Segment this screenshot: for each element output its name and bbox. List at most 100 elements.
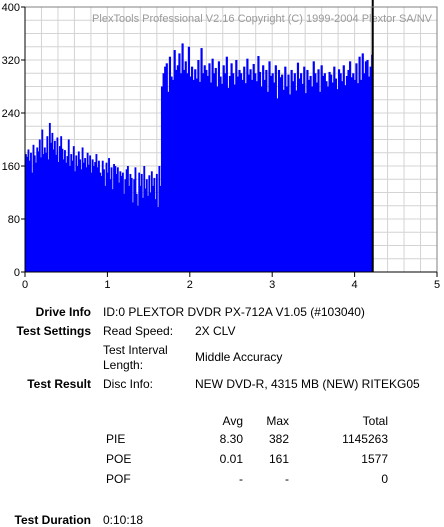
bar (326, 86, 330, 272)
bar (37, 151, 40, 272)
bar (45, 152, 47, 272)
bar (119, 171, 122, 272)
bar (339, 73, 342, 272)
bar (165, 63, 168, 273)
bar (71, 160, 74, 272)
bar (266, 91, 270, 272)
bar (46, 136, 49, 272)
bar (363, 73, 366, 272)
bar (312, 61, 315, 272)
bar (81, 147, 84, 272)
disc-info-label: Disc Info: (103, 377, 154, 391)
bar (176, 65, 179, 272)
bar (341, 81, 344, 272)
bar (300, 73, 303, 272)
test-interval-label-line2: Length: (103, 358, 144, 372)
poe-max: 161 (268, 452, 289, 466)
bar (79, 159, 81, 273)
test-duration-label: Test Duration (14, 513, 91, 527)
bar (306, 69, 309, 272)
bar (25, 154, 27, 272)
bar (130, 177, 133, 272)
bar (42, 154, 45, 272)
bar (98, 160, 100, 272)
bar (187, 46, 191, 272)
bar (273, 82, 276, 272)
test-settings-label: Test Settings (16, 324, 91, 338)
bar (134, 167, 137, 272)
bar (162, 73, 165, 272)
bar (356, 83, 360, 272)
bar (36, 147, 39, 272)
bar (154, 199, 157, 273)
bar (157, 207, 160, 272)
bar (106, 172, 109, 273)
bar (206, 75, 209, 273)
test-interval-value: Middle Accuracy (195, 350, 283, 364)
bar (258, 71, 262, 273)
bar (254, 73, 257, 272)
bar (304, 93, 307, 273)
test-duration-value: 0:10:18 (103, 513, 144, 527)
bar (315, 82, 319, 272)
bar (75, 155, 78, 272)
bar (38, 139, 41, 272)
bar (252, 63, 255, 272)
bar (342, 65, 345, 272)
y-axis-ticks: 0 80 160 240 320 400 (2, 2, 25, 279)
pie-total: 1145263 (342, 432, 388, 446)
bar (263, 79, 266, 273)
bar (57, 162, 60, 272)
bar (74, 171, 76, 272)
bar (60, 136, 63, 272)
bar (175, 69, 178, 272)
x-tick-label: 1 (104, 279, 110, 291)
bar (216, 86, 219, 272)
bar (232, 73, 235, 272)
bar (330, 74, 333, 272)
bar (355, 63, 358, 273)
bar (292, 81, 295, 272)
bar (281, 74, 284, 272)
bar (224, 73, 227, 272)
pie-max: 382 (268, 432, 289, 446)
bar (190, 66, 194, 273)
bar (260, 86, 263, 272)
pof-total: 0 (381, 472, 388, 486)
bar (69, 166, 71, 272)
y-tick-label: 400 (2, 2, 20, 14)
bar (271, 73, 274, 272)
bar (235, 60, 238, 272)
bar (43, 147, 46, 272)
bar (114, 166, 117, 272)
bar (179, 73, 183, 272)
bar (360, 79, 363, 273)
bar (90, 172, 93, 273)
bar (170, 76, 173, 272)
bar (155, 173, 158, 272)
bar (33, 155, 36, 272)
bar (369, 66, 372, 273)
bar (183, 69, 186, 272)
bar (314, 73, 317, 272)
bar (94, 162, 97, 272)
bar (61, 148, 64, 272)
test-result-label: Test Result (27, 377, 91, 391)
bar (158, 166, 161, 272)
bar (101, 160, 104, 272)
bar (186, 73, 189, 272)
bar (135, 193, 138, 272)
bar (208, 63, 211, 273)
bar (95, 154, 98, 272)
read-speed-label: Read Speed: (103, 324, 174, 338)
y-tick-label: 160 (2, 161, 20, 173)
bar (76, 166, 79, 272)
bar (320, 65, 323, 272)
bar (116, 167, 119, 272)
bar (195, 78, 198, 272)
bar (277, 69, 281, 272)
bar (257, 56, 260, 272)
bar (366, 60, 369, 272)
x-tick-label: 5 (434, 279, 440, 291)
bar (282, 89, 285, 272)
